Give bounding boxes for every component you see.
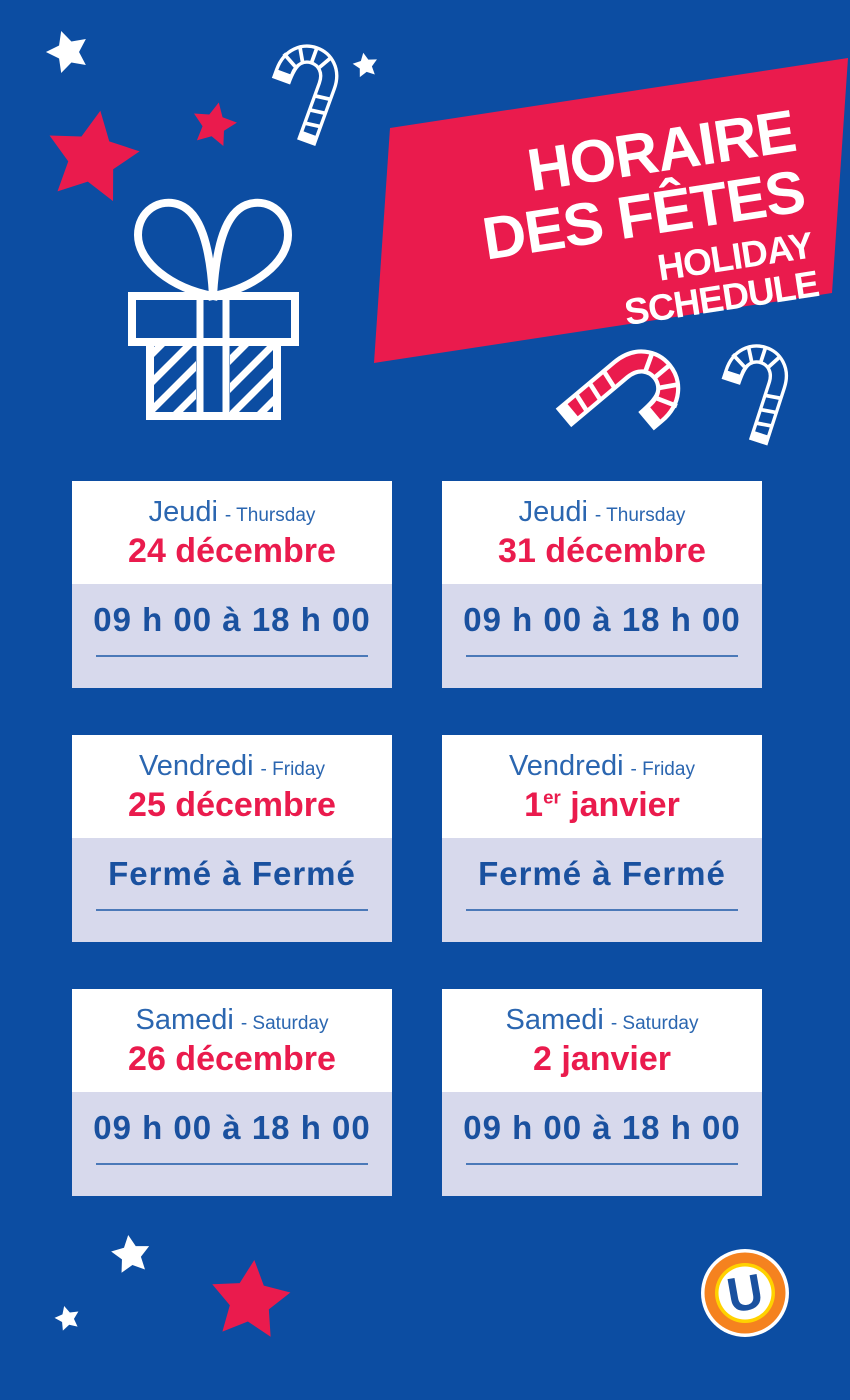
star-icon [39, 23, 97, 81]
day-french: Vendredi [139, 750, 254, 782]
card-date: 1er janvier [442, 786, 762, 825]
day-english: - Saturday [610, 1013, 699, 1034]
card-hours-panel: Fermé à Fermé [442, 838, 762, 942]
date-main: 26 décembre [128, 1040, 336, 1078]
card-hours-panel: 09 h 00 à 18 h 00 [72, 584, 392, 688]
card-hours-panel: 09 h 00 à 18 h 00 [442, 1092, 762, 1196]
card-day: Samedi - Saturday [442, 1004, 762, 1037]
card-date: 25 décembre [72, 786, 392, 825]
date-ordinal-suffix: er [543, 786, 561, 808]
card-hours: Fermé à Fermé [108, 855, 356, 892]
gift-icon [128, 198, 299, 420]
holiday-banner-background [374, 58, 848, 363]
star-icon [186, 97, 243, 154]
day-french: Samedi [505, 1004, 604, 1036]
schedule-card: Jeudi - Thursday 31 décembre 09 h 00 à 1… [442, 481, 762, 688]
star-icon [51, 1302, 84, 1335]
date-tail: janvier [560, 786, 680, 824]
schedule-card: Jeudi - Thursday 24 décembre 09 h 00 à 1… [72, 481, 392, 688]
schedule-card: Samedi - Saturday 2 janvier 09 h 00 à 18… [442, 989, 762, 1196]
card-hours-panel: Fermé à Fermé [72, 838, 392, 942]
card-header: Samedi - Saturday 2 janvier [442, 989, 762, 1092]
card-date: 2 janvier [442, 1040, 762, 1079]
schedule-grid: Jeudi - Thursday 24 décembre 09 h 00 à 1… [72, 481, 762, 1196]
card-date: 31 décembre [442, 532, 762, 571]
star-icon [203, 1254, 298, 1349]
card-hours: 09 h 00 à 18 h 00 [463, 1109, 741, 1146]
hours-underline [466, 1163, 738, 1165]
hours-underline [96, 655, 368, 657]
day-english: - Saturday [240, 1013, 329, 1034]
date-main: 24 décembre [128, 532, 336, 570]
schedule-card: Vendredi - Friday 1er janvier Fermé à Fe… [442, 735, 762, 942]
star-icon [107, 1231, 154, 1278]
card-day: Jeudi - Thursday [72, 496, 392, 529]
hours-underline [466, 909, 738, 911]
day-english: - Thursday [224, 505, 316, 526]
card-hours: Fermé à Fermé [478, 855, 726, 892]
day-french: Jeudi [148, 496, 218, 528]
card-day: Jeudi - Thursday [442, 496, 762, 529]
card-hours: 09 h 00 à 18 h 00 [463, 601, 741, 638]
hours-underline [96, 909, 368, 911]
card-hours-panel: 09 h 00 à 18 h 00 [72, 1092, 392, 1196]
day-french: Jeudi [518, 496, 588, 528]
schedule-card: Vendredi - Friday 25 décembre Fermé à Fe… [72, 735, 392, 942]
day-french: Vendredi [509, 750, 624, 782]
date-main: 2 janvier [533, 1040, 671, 1078]
date-main: 25 décembre [128, 786, 336, 824]
card-header: Jeudi - Thursday 24 décembre [72, 481, 392, 584]
day-english: - Thursday [594, 505, 686, 526]
day-french: Samedi [135, 1004, 234, 1036]
card-header: Samedi - Saturday 26 décembre [72, 989, 392, 1092]
day-english: - Friday [260, 759, 325, 780]
card-header: Jeudi - Thursday 31 décembre [442, 481, 762, 584]
card-hours: 09 h 00 à 18 h 00 [93, 1109, 371, 1146]
card-date: 26 décembre [72, 1040, 392, 1079]
card-hours-panel: 09 h 00 à 18 h 00 [442, 584, 762, 688]
card-day: Samedi - Saturday [72, 1004, 392, 1037]
card-day: Vendredi - Friday [442, 750, 762, 783]
card-date: 24 décembre [72, 532, 392, 571]
date-main: 31 décembre [498, 532, 706, 570]
candy-cane-icon [245, 19, 360, 152]
date-main: 1 [524, 786, 544, 824]
brand-logo: U [701, 1249, 789, 1337]
card-day: Vendredi - Friday [72, 750, 392, 783]
card-header: Vendredi - Friday 25 décembre [72, 735, 392, 838]
card-hours: 09 h 00 à 18 h 00 [93, 601, 371, 638]
schedule-card: Samedi - Saturday 26 décembre 09 h 00 à … [72, 989, 392, 1196]
day-english: - Friday [630, 759, 695, 780]
hours-underline [96, 1163, 368, 1165]
card-header: Vendredi - Friday 1er janvier [442, 735, 762, 838]
hours-underline [466, 655, 738, 657]
